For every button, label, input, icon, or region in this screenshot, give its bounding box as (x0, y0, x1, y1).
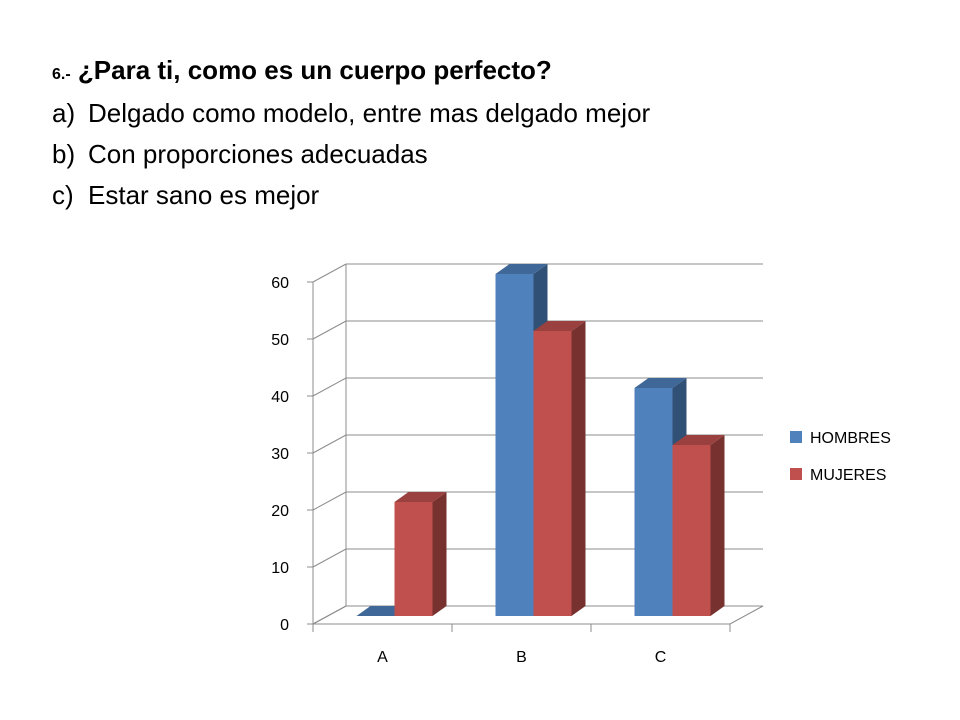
y-tick-label: 10 (271, 560, 289, 577)
bar-top (672, 435, 725, 445)
option-text: Con proporciones adecuadas (88, 139, 428, 169)
y-tick-label: 50 (271, 332, 289, 349)
bar (394, 502, 433, 616)
bar (533, 331, 572, 616)
x-tick-label: B (516, 649, 527, 666)
option-b: b) Con proporciones adecuadas (52, 134, 650, 175)
legend-label: HOMBRES (810, 430, 891, 447)
option-letter: b) (52, 139, 76, 169)
option-letter: a) (52, 98, 76, 128)
y-tick-label: 30 (271, 446, 289, 463)
option-a: a) Delgado como modelo, entre mas delgado… (52, 93, 650, 134)
bar-top (634, 378, 687, 388)
legend-swatch (790, 468, 802, 480)
y-tick-label: 0 (280, 617, 289, 634)
x-tick-label: A (377, 649, 388, 666)
bar-side (432, 492, 447, 616)
option-c: c) Estar sano es mejor (52, 175, 650, 216)
gridline-depth (312, 434, 347, 454)
gridline-depth (312, 548, 347, 568)
legend-swatch (790, 431, 802, 443)
question-block: 6.- ¿Para ti, como es un cuerpo perfecto… (52, 52, 650, 216)
question-title: ¿Para ti, como es un cuerpo perfecto? (77, 55, 552, 85)
bar-top (394, 492, 447, 502)
bar-side (710, 435, 725, 616)
gridline-depth (312, 377, 347, 397)
y-tick-label: 60 (271, 275, 289, 292)
bar-top (533, 321, 586, 331)
question-number: 6.- (52, 66, 71, 83)
option-text: Delgado como modelo, entre mas delgado m… (88, 98, 651, 128)
gridline-depth (312, 491, 347, 511)
bar-side (571, 321, 586, 616)
question-title-line: 6.- ¿Para ti, como es un cuerpo perfecto… (52, 52, 650, 93)
legend-label: MUJERES (810, 467, 886, 484)
bar (672, 445, 711, 616)
x-tick-label: C (655, 649, 667, 666)
option-text: Estar sano es mejor (88, 180, 320, 210)
bar-top (495, 264, 548, 274)
y-tick-label: 40 (271, 389, 289, 406)
gridline-depth (312, 263, 347, 283)
y-tick-label: 20 (271, 503, 289, 520)
bar (495, 274, 534, 616)
bar (634, 388, 673, 616)
gridline-depth (312, 320, 347, 340)
option-letter: c) (52, 180, 74, 210)
